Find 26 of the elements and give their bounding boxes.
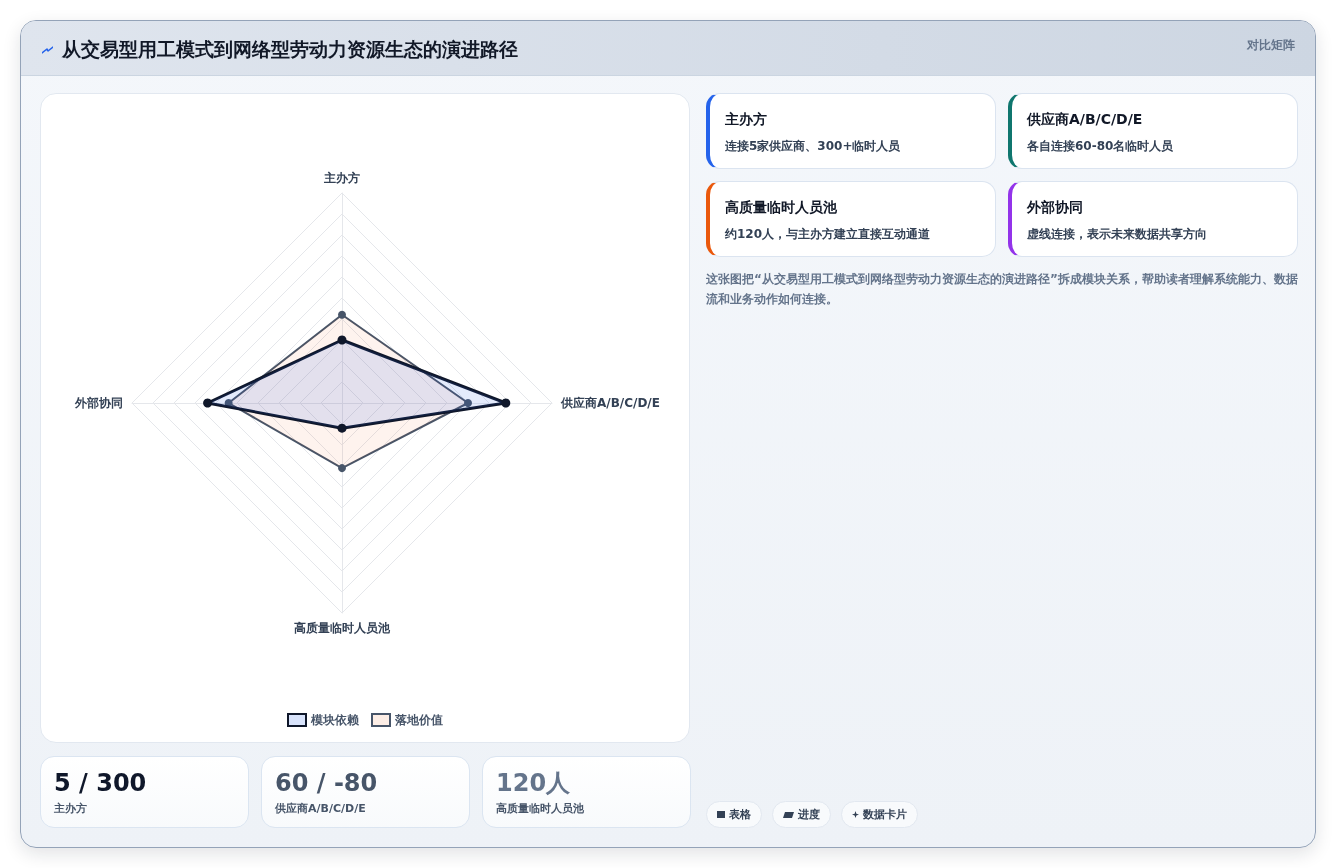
- text: 进度: [798, 807, 820, 822]
- text: 数据卡片: [863, 807, 907, 822]
- text: 外部协同: [1027, 198, 1083, 216]
- text: 60 / -80: [275, 769, 378, 797]
- legend-label: 落地价值: [394, 713, 443, 727]
- legend-label: 模块依赖: [310, 713, 360, 727]
- text: 5 / 300: [54, 769, 147, 797]
- text: 这张图把“从交易型用工模式到网络型劳动力资源生态的演进路径”拆成模块关系，帮助读者理解系统能力、数据流和业务动作如何连接。: [706, 271, 1298, 308]
- text: 主办方: [725, 110, 767, 128]
- text: 约120人，与主办方建立直接互动通道: [725, 226, 931, 242]
- text: 供应商A/B/C/D/E: [1027, 110, 1143, 128]
- text: 供应商A/B/C/D/E: [275, 802, 366, 816]
- text: 各自连接60-80名临时人员: [1027, 138, 1174, 154]
- text: 表格: [729, 807, 751, 822]
- text: 高质量临时人员池: [725, 198, 837, 216]
- spoke-label: 供应商A/B/C/D/E: [560, 396, 660, 410]
- spoke-label: 外部协同: [74, 396, 123, 410]
- text: 连接5家供应商、300+临时人员: [725, 138, 901, 154]
- spoke-label: 主办方: [323, 171, 360, 185]
- chart-title: 从交易型用工模式到网络型劳动力资源生态的演进路径: [62, 37, 518, 61]
- spoke-label: 高质量临时人员池: [294, 621, 391, 635]
- text: 高质量临时人员池: [496, 802, 584, 816]
- text: 主办方: [54, 802, 87, 816]
- text: 虚线连接，表示未来数据共享方向: [1027, 226, 1207, 242]
- text: 120人: [496, 769, 571, 797]
- text: 对比矩阵: [1247, 37, 1295, 53]
